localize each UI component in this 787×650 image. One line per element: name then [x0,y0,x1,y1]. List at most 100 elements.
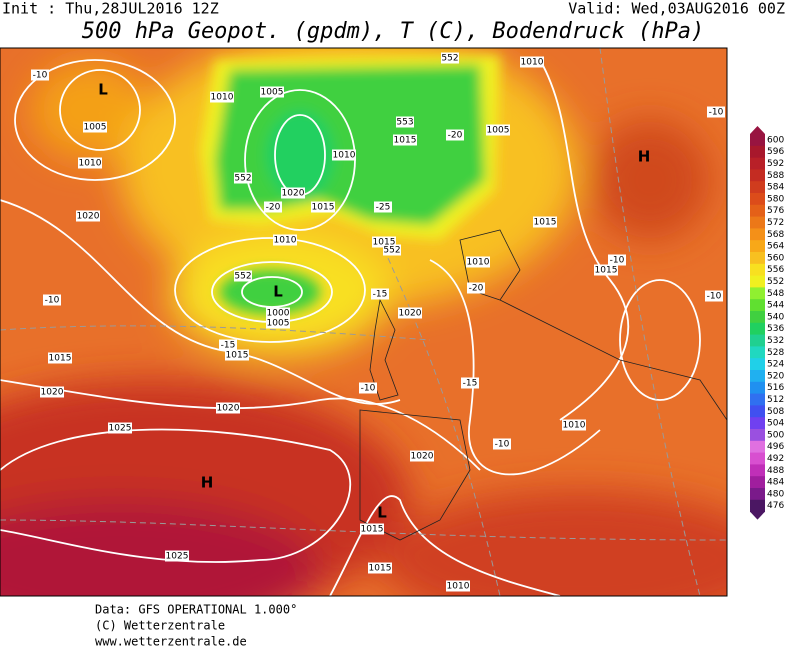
label-box [225,349,249,361]
colorbar-label: 584 [767,183,784,193]
colorbar-swatch [750,216,765,229]
contour-label: -10 [45,296,60,306]
colorbar-label: 572 [767,218,784,228]
label-box [594,264,618,276]
label-box [273,234,297,246]
colorbar-swatch [750,299,765,312]
colorbar-swatch [750,204,765,218]
label-box [486,124,510,136]
label-box [43,294,61,306]
colorbar-label: 560 [767,253,784,263]
colorbar-label: 512 [767,395,784,405]
label-box [165,550,189,562]
colorbar-label: 568 [767,230,784,240]
label-box [441,52,459,64]
contour-label: 1000 [267,309,290,319]
map-frame [0,47,728,597]
pressure-center: L [273,283,283,301]
label-box [446,580,470,592]
label-box [396,116,414,128]
label-box [40,386,64,398]
contour-label: 1020 [41,388,64,398]
colorbar-swatch [750,381,765,395]
label-box [210,91,234,103]
colorbar-label: 504 [767,419,784,429]
label-box [31,69,49,81]
colorbar-label: 496 [767,442,784,452]
label-box [83,121,107,133]
label-box [266,307,290,319]
colorbar-swatch [750,322,765,336]
colorbar-label: 592 [767,159,784,169]
contour-label: -15 [463,379,478,389]
colorbar-label: 540 [767,312,784,322]
colorbar-swatch [750,228,765,241]
contour-label: 1005 [267,319,290,329]
colorbar-label: 480 [767,489,784,499]
contour-label: -10 [709,108,724,118]
contour-label: -10 [495,440,510,450]
colorbar-label: 492 [767,454,784,464]
colorbar-swatch [750,488,765,501]
contour-label: 1010 [211,93,234,103]
colorbar-swatch [750,287,765,300]
contour-label: 1010 [521,58,544,68]
colorbar-label: 544 [767,301,784,311]
label-box [371,288,389,300]
colorbar-swatch [750,145,765,159]
label-box [234,270,252,282]
contour-label: 1005 [487,126,510,136]
colorbar-label: 516 [767,383,784,393]
contour-label: 552 [234,272,251,282]
colorbar-label: 548 [767,289,784,299]
colorbar-label: 532 [767,336,784,346]
contour-label: -10 [361,384,376,394]
contour-label: 1010 [447,582,470,592]
colorbar-swatch [750,405,765,418]
colorbar-swatch [750,393,765,406]
pressure-center: L [377,504,387,522]
colorbar-label: 580 [767,194,784,204]
colorbar-bottom-arrow [750,511,765,520]
colorbar-swatch [750,169,765,182]
colorbar-label: 524 [767,360,784,370]
footer-line: (C) Wetterzentrale [95,619,225,633]
contour-label: -15 [221,341,236,351]
colorbar-swatch [750,157,765,170]
label-box [216,402,240,414]
contour-label: 1010 [467,258,490,268]
valid-time: Valid: Wed,03AUG2016 00Z [568,0,785,18]
label-box [260,86,284,98]
contour-label: 1010 [79,159,102,169]
colorbar-label: 488 [767,466,784,476]
label-box [311,201,335,213]
label-box [264,201,282,213]
colorbar-label: 500 [767,430,784,440]
contour-label: 552 [441,54,458,64]
label-box [48,352,72,364]
colorbar-label: 600 [767,135,784,145]
colorbar-swatch [750,181,765,194]
colorbar-swatch [750,346,765,359]
colorbar-swatch [750,452,765,465]
colorbar-label: 576 [767,206,784,216]
label-box [368,562,392,574]
label-box [383,244,401,256]
contour-label: 552 [383,246,400,256]
label-box [533,216,557,228]
contour-label: 1015 [49,354,72,364]
pressure-center: H [638,148,651,166]
label-box [398,307,422,319]
label-box [608,254,626,266]
contour-label: 1010 [333,151,356,161]
label-box [707,106,725,118]
colorbar-top-arrow [750,126,765,134]
contour-label: 1020 [399,309,422,319]
colorbar-swatch [750,193,765,206]
colorbar-swatch [750,134,765,147]
colorbar-swatch [750,370,765,383]
colorbar-label: 564 [767,242,784,252]
label-box [372,236,396,248]
label-box [562,419,586,431]
